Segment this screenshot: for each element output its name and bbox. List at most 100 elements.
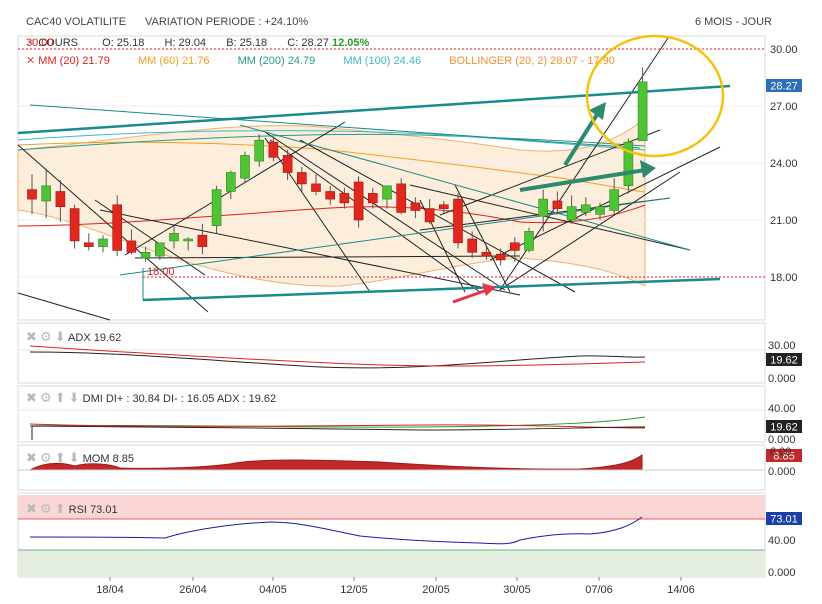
adx-down-icon[interactable]: ⬇ bbox=[54, 329, 66, 344]
period-selector[interactable]: 6 MOIS - JOUR bbox=[695, 16, 773, 28]
x-tick-label: 04/05 bbox=[259, 584, 287, 596]
candle bbox=[69, 204, 80, 249]
candle bbox=[595, 202, 605, 220]
candle bbox=[495, 248, 506, 266]
candle-body bbox=[126, 240, 137, 253]
mom-settings-icon[interactable]: ⚙ bbox=[39, 450, 52, 465]
high-value: H: 29.04 bbox=[164, 37, 207, 49]
candle-body bbox=[268, 141, 279, 158]
candle-body bbox=[367, 193, 378, 204]
candle-body bbox=[325, 191, 336, 200]
rsi-panel: 73.01 bbox=[17, 492, 802, 578]
mom-value: 8.85 bbox=[112, 453, 134, 465]
x-tick-label: 14/06 bbox=[667, 584, 695, 596]
ma100-label[interactable]: MM (100) 24.46 bbox=[343, 55, 422, 67]
candle-body bbox=[438, 204, 449, 209]
ma20-label[interactable]: MM (20) 21.79 bbox=[38, 55, 110, 67]
adx-settings-icon[interactable]: ⚙ bbox=[39, 329, 52, 344]
ma60-label[interactable]: MM (60) 21.76 bbox=[137, 55, 210, 67]
candle bbox=[126, 229, 137, 255]
adx-panel: 19.62 bbox=[17, 322, 802, 384]
upper-trend-thin bbox=[29, 104, 641, 149]
candle-body bbox=[140, 252, 151, 259]
candle-body bbox=[509, 242, 520, 251]
level-18-label: 18.00 bbox=[147, 266, 175, 278]
ind-close-icon[interactable]: ✕ bbox=[26, 55, 39, 67]
dmi-axis-bottom: 0.000 bbox=[768, 434, 796, 446]
candle-body bbox=[580, 204, 591, 213]
rsi-close-icon[interactable]: ✖ bbox=[26, 501, 37, 516]
candle bbox=[112, 195, 122, 257]
candle bbox=[410, 197, 421, 219]
candle-body bbox=[183, 238, 193, 242]
candle-body bbox=[481, 252, 492, 257]
rsi-label: RSI bbox=[68, 504, 87, 516]
candle bbox=[140, 246, 151, 262]
open-value: O: 25.18 bbox=[102, 37, 145, 49]
candle-body bbox=[495, 253, 506, 261]
indicator-legend: ✕ MM (20) 21.79 MM (60) 21.76 MM (200) 2… bbox=[26, 54, 615, 67]
candle bbox=[509, 237, 520, 262]
mom-label: MOM bbox=[82, 453, 110, 465]
dmi-close-icon[interactable]: ✖ bbox=[26, 390, 37, 405]
rsi-up-icon[interactable]: ⬆ bbox=[54, 501, 66, 516]
candle-body bbox=[538, 198, 549, 217]
candle bbox=[637, 67, 648, 141]
candle-body bbox=[339, 193, 350, 204]
candle-body bbox=[382, 185, 392, 200]
mom-axis-bottom: 0.000 bbox=[768, 466, 796, 478]
candle-body bbox=[410, 202, 421, 211]
candle bbox=[438, 201, 449, 215]
candle-body bbox=[609, 189, 620, 211]
adx-close-icon[interactable]: ✖ bbox=[26, 329, 37, 344]
candle-body bbox=[453, 198, 463, 244]
candle bbox=[55, 180, 66, 222]
candle bbox=[296, 166, 307, 192]
adx-value: 19.62 bbox=[93, 332, 122, 344]
x-tick-label: 30/05 bbox=[503, 584, 531, 596]
price-panel bbox=[17, 34, 766, 321]
candle bbox=[197, 223, 208, 255]
rsi-axis-top: 40.00 bbox=[768, 535, 796, 547]
chart-title: CAC40 VOLATILITE bbox=[26, 16, 127, 28]
candle bbox=[566, 195, 577, 224]
mom-close-icon[interactable]: ✖ bbox=[26, 450, 37, 465]
dmi-up-icon[interactable]: ⬆ bbox=[54, 390, 66, 405]
candle-body bbox=[240, 155, 250, 179]
adx-axis-top: 30.00 bbox=[768, 340, 796, 352]
upper-channel-line bbox=[17, 84, 731, 135]
bollinger-label[interactable]: BOLLINGER (20, 2) 28.07 - 17.90 bbox=[449, 55, 615, 67]
rsi-axis-bottom: 0.000 bbox=[768, 567, 796, 579]
dmi-down-icon[interactable]: ⬇ bbox=[68, 390, 80, 405]
candle bbox=[169, 225, 179, 249]
candle bbox=[396, 178, 407, 215]
ma60-line bbox=[17, 141, 646, 193]
candle bbox=[580, 197, 591, 217]
price-tick-label: 24.00 bbox=[770, 158, 798, 170]
candle-body bbox=[396, 183, 407, 213]
mom-panel: 8.85 bbox=[17, 444, 802, 491]
candle-body bbox=[566, 206, 577, 221]
lower-channel-line bbox=[142, 277, 721, 302]
mom-header: ✖ ⚙ ⬆ ⬇ MOM 8.85 bbox=[26, 451, 134, 465]
settings-icon[interactable]: ✕ bbox=[26, 37, 39, 49]
adx-axis-bottom: 0.000 bbox=[768, 373, 796, 385]
mom-axis-top: 6.00 bbox=[770, 446, 791, 458]
ma200-label[interactable]: MM (200) 24.79 bbox=[237, 55, 316, 67]
candle-body bbox=[353, 181, 364, 221]
x-tick-label: 26/04 bbox=[179, 584, 207, 596]
candle bbox=[254, 134, 264, 167]
candle bbox=[524, 227, 534, 253]
candle-body bbox=[41, 185, 52, 202]
candle bbox=[84, 233, 94, 251]
mom-down-icon[interactable]: ⬇ bbox=[68, 450, 80, 465]
mom-up-icon[interactable]: ⬆ bbox=[54, 450, 66, 465]
candle bbox=[41, 168, 52, 219]
candle-body bbox=[98, 238, 108, 247]
price-tick-label: 27.00 bbox=[770, 101, 798, 113]
dmi-settings-icon[interactable]: ⚙ bbox=[39, 390, 52, 405]
dmi-panel: 19.62 bbox=[17, 385, 802, 443]
candle-body bbox=[296, 172, 307, 185]
rsi-settings-icon[interactable]: ⚙ bbox=[39, 501, 52, 516]
